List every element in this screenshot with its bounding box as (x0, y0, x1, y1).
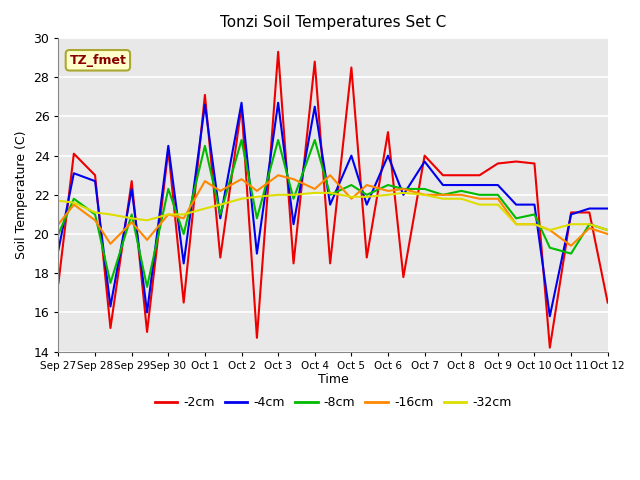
X-axis label: Time: Time (317, 373, 348, 386)
Text: TZ_fmet: TZ_fmet (70, 54, 126, 67)
Legend: -2cm, -4cm, -8cm, -16cm, -32cm: -2cm, -4cm, -8cm, -16cm, -32cm (150, 391, 516, 414)
Title: Tonzi Soil Temperatures Set C: Tonzi Soil Temperatures Set C (220, 15, 446, 30)
Y-axis label: Soil Temperature (C): Soil Temperature (C) (15, 131, 28, 259)
